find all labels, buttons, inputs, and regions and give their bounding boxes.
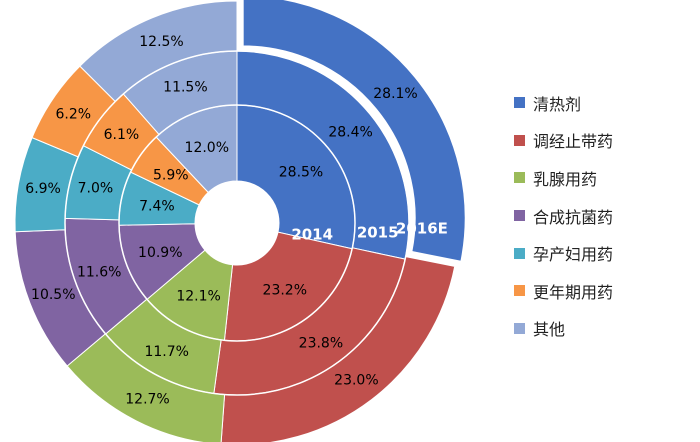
- legend-item: 调经止带药: [514, 122, 694, 160]
- legend-swatch: [514, 97, 525, 109]
- slice-2016e-0: [242, 0, 466, 262]
- pct-label-2014-4: 7.4%: [139, 199, 175, 215]
- legend-item: 更年期用药: [514, 272, 694, 310]
- legend-swatch: [514, 322, 525, 334]
- pct-label-2014-0: 28.5%: [279, 165, 323, 181]
- pct-label-2016e-3: 10.5%: [31, 287, 75, 303]
- pct-label-2016e-5: 6.2%: [56, 107, 92, 123]
- pct-label-2016e-6: 12.5%: [139, 34, 183, 50]
- pct-label-2014-5: 5.9%: [153, 168, 189, 184]
- pct-label-2015-5: 6.1%: [104, 127, 140, 143]
- pct-label-2015-2: 11.7%: [144, 344, 188, 360]
- pct-label-2014-3: 10.9%: [138, 245, 182, 261]
- pct-label-2015-3: 11.6%: [77, 264, 121, 280]
- pct-label-2016e-0: 28.1%: [373, 86, 417, 102]
- pct-label-2016e-2: 12.7%: [125, 392, 169, 408]
- year-label-2015: 2015: [357, 224, 399, 242]
- legend-label: 调经止带药: [533, 132, 614, 152]
- year-label-2016e: 2016E: [396, 219, 448, 237]
- year-label-2014: 2014: [291, 225, 333, 243]
- pct-label-2014-1: 23.2%: [263, 283, 307, 299]
- legend-label: 其他: [533, 320, 566, 340]
- legend-label: 合成抗菌药: [533, 207, 614, 227]
- pct-label-2014-2: 12.1%: [176, 289, 220, 305]
- legend-swatch: [514, 210, 525, 222]
- pct-label-2016e-4: 6.9%: [25, 181, 61, 197]
- legend: 清热剂调经止带药乳腺用药合成抗菌药孕产妇用药更年期用药其他: [514, 84, 694, 347]
- pct-label-2016e-1: 23.0%: [334, 373, 378, 389]
- legend-swatch: [514, 134, 525, 146]
- ring-separator: [118, 104, 356, 342]
- percentage-labels: 28.5% 23.2% 12.1% 10.9% 7.4% 5.9% 12.0% 28.4% 23…: [25, 34, 417, 408]
- legend-item: 合成抗菌药: [514, 197, 694, 235]
- pct-label-2015-6: 11.5%: [163, 79, 207, 95]
- legend-label: 孕产妇用药: [533, 245, 614, 265]
- legend-item: 孕产妇用药: [514, 234, 694, 272]
- legend-swatch: [514, 247, 525, 259]
- pct-label-2015-4: 7.0%: [78, 180, 114, 196]
- legend-item: 其他: [514, 310, 694, 348]
- legend-label: 更年期用药: [533, 282, 614, 302]
- ring-separator: [64, 50, 410, 396]
- legend-item: 清热剂: [514, 84, 694, 122]
- pct-label-2015-0: 28.4%: [328, 124, 372, 140]
- legend-swatch: [514, 172, 525, 184]
- pct-label-2014-6: 12.0%: [185, 140, 229, 156]
- pct-label-2015-1: 23.8%: [299, 336, 343, 352]
- legend-label: 清热剂: [533, 94, 582, 114]
- legend-item: 乳腺用药: [514, 159, 694, 197]
- legend-label: 乳腺用药: [533, 169, 598, 189]
- donut-rings: [14, 0, 466, 442]
- legend-swatch: [514, 285, 525, 297]
